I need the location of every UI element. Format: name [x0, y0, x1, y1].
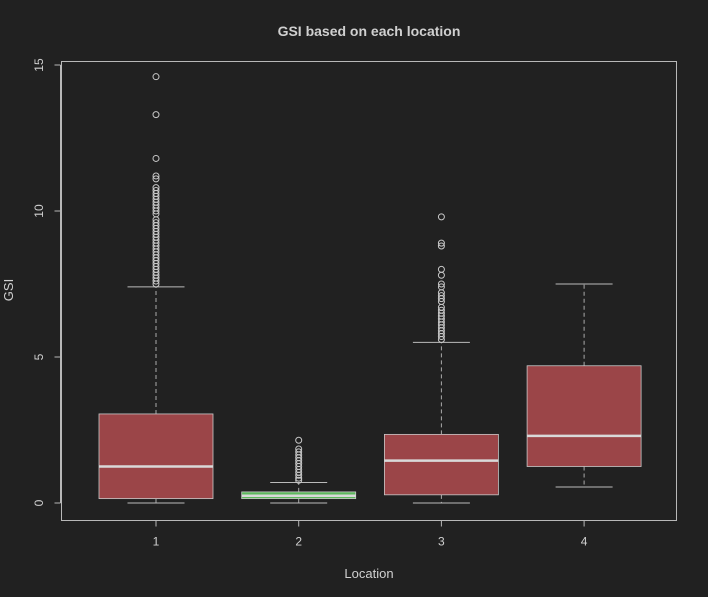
outlier-point	[437, 333, 445, 341]
outlier-point	[437, 242, 445, 250]
iqr-box	[383, 433, 499, 496]
box-group-location-2	[241, 436, 357, 504]
outlier-point	[437, 271, 445, 279]
x-tick-label: 3	[438, 535, 445, 549]
outlier-point	[295, 436, 303, 444]
box-group-location-3	[383, 213, 499, 504]
y-axis-label: GSI	[1, 279, 16, 301]
box-group-location-4	[526, 283, 642, 488]
iqr-box	[526, 365, 642, 467]
outlier-point	[152, 207, 160, 215]
boxes-layer	[98, 73, 642, 504]
outlier-point	[295, 471, 303, 479]
outlier-point	[152, 277, 160, 285]
x-axis: 1 2 3 4	[153, 520, 588, 549]
outlier-point	[295, 476, 303, 484]
x-tick-label: 4	[581, 535, 588, 549]
y-tick-label: 0	[32, 499, 46, 506]
outlier-point	[437, 295, 445, 303]
x-tick-label: 1	[153, 535, 160, 549]
outlier-point	[437, 280, 445, 288]
outlier-point	[437, 335, 445, 343]
outlier-point	[437, 213, 445, 221]
outlier-point	[437, 239, 445, 247]
outlier-point	[152, 280, 160, 288]
chart-title: GSI based on each location	[278, 23, 461, 39]
outlier-point	[152, 172, 160, 180]
y-tick-label: 10	[32, 204, 46, 218]
x-tick-label: 2	[295, 535, 302, 549]
y-tick-label: 15	[32, 58, 46, 72]
outlier-point	[152, 175, 160, 183]
outlier-point	[152, 154, 160, 162]
outlier-point	[152, 111, 160, 119]
y-axis: 0 5 10 15	[32, 58, 61, 506]
iqr-box	[98, 413, 214, 500]
outlier-point	[437, 265, 445, 273]
outlier-point	[152, 73, 160, 81]
outlier-point	[295, 474, 303, 482]
box-group-location-1	[98, 73, 214, 504]
y-tick-label: 5	[32, 353, 46, 360]
x-axis-label: Location	[344, 566, 393, 581]
